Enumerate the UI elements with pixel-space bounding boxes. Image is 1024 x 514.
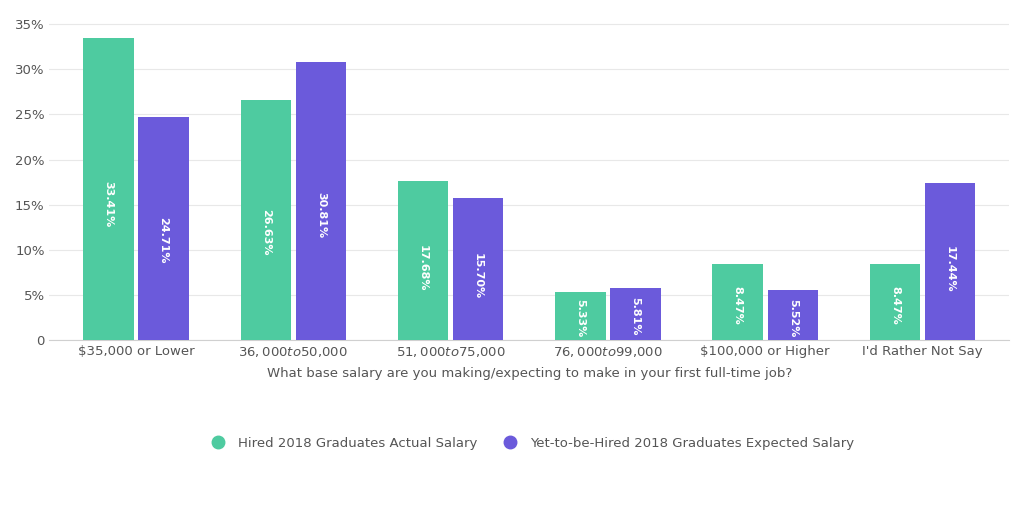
Bar [713, 264, 763, 340]
Bar [453, 198, 503, 340]
Text: 15.70%: 15.70% [473, 253, 483, 300]
Bar [610, 288, 660, 340]
Bar [296, 62, 346, 340]
Text: 5.33%: 5.33% [575, 300, 586, 338]
Bar [869, 264, 921, 340]
Text: 30.81%: 30.81% [315, 192, 326, 238]
Text: 8.47%: 8.47% [732, 286, 742, 325]
Bar [138, 117, 188, 340]
X-axis label: What base salary are you making/expecting to make in your first full-time job?: What base salary are you making/expectin… [266, 368, 792, 380]
Bar [768, 290, 818, 340]
Bar [398, 180, 449, 340]
Bar [925, 182, 975, 340]
Text: 5.52%: 5.52% [787, 299, 798, 337]
Text: 33.41%: 33.41% [103, 181, 114, 228]
Legend: Hired 2018 Graduates Actual Salary, Yet-to-be-Hired 2018 Graduates Expected Sala: Hired 2018 Graduates Actual Salary, Yet-… [200, 431, 859, 455]
Bar [241, 100, 291, 340]
Text: 17.68%: 17.68% [418, 245, 428, 291]
Text: 5.81%: 5.81% [631, 298, 640, 336]
Bar [83, 39, 134, 340]
Text: 17.44%: 17.44% [945, 246, 955, 292]
Text: 8.47%: 8.47% [890, 286, 900, 325]
Text: 26.63%: 26.63% [261, 209, 270, 255]
Bar [555, 292, 605, 340]
Text: 24.71%: 24.71% [159, 216, 169, 263]
